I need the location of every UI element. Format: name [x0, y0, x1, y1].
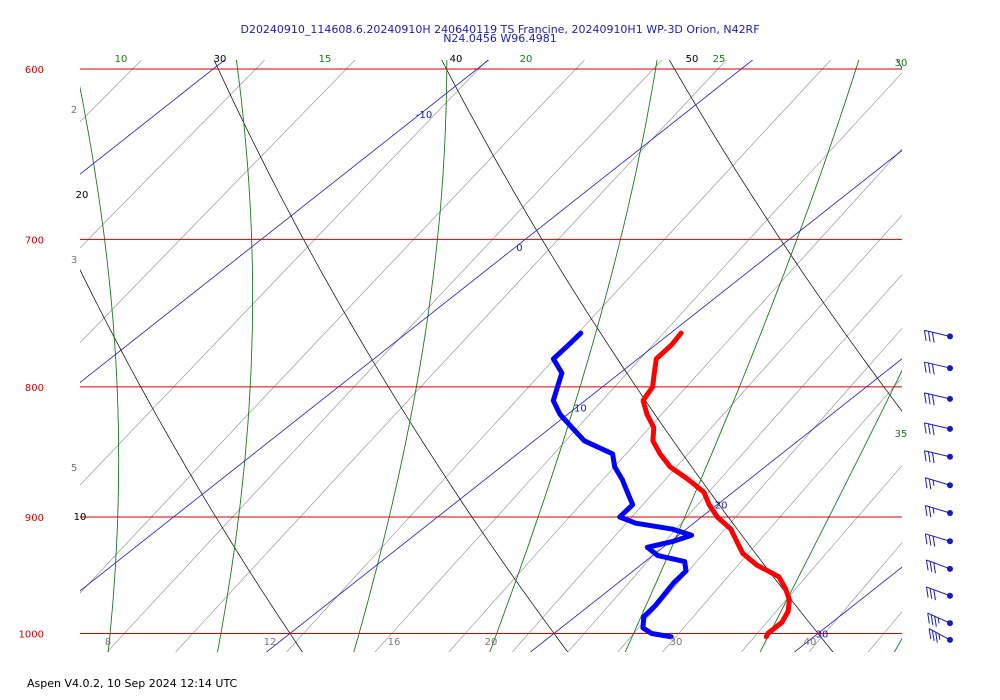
- wind-barb: [923, 450, 953, 464]
- bottom-axis-label: 40: [804, 637, 817, 648]
- temperature-trace: [640, 330, 792, 640]
- mixing-ratio-line: [80, 60, 143, 123]
- pressure-label: 800: [25, 383, 44, 394]
- mixing-ratio-line: [808, 542, 902, 652]
- dry-adiabat-line: [441, 60, 834, 652]
- chart-title-line-2: N24.0456 W96.4981: [443, 32, 557, 45]
- mixing-ratio-line: [567, 274, 902, 652]
- isotherm-line: [0, 0, 46, 698]
- wind-barb: [924, 477, 953, 490]
- wind-barb: [925, 559, 953, 574]
- pressure-label: 1000: [19, 629, 44, 640]
- dry-adiabat-label: 40: [450, 54, 463, 65]
- dry-adiabat-line: [80, 269, 303, 652]
- wind-barb: [924, 533, 953, 547]
- mixing-ratio-line: [740, 465, 902, 652]
- wind-barb: [923, 422, 953, 436]
- wind-barb: [925, 586, 953, 601]
- mixing-ratio-line: [106, 60, 663, 652]
- isotherm-label: -10: [416, 110, 432, 121]
- moist-adiabat-line: [489, 60, 658, 652]
- sounding-traces: [550, 330, 792, 640]
- moist-adiabat-line: [217, 60, 254, 652]
- mixing-ratio-line: [883, 0, 1000, 698]
- wind-barb: [927, 612, 953, 627]
- mixing-ratio-label: 3: [71, 255, 77, 266]
- moist-adiabat-line: [80, 85, 120, 652]
- bottom-axis-label: 12: [264, 637, 277, 648]
- pressure-label: 900: [25, 513, 44, 524]
- isotherm-line: [80, 60, 490, 383]
- isotherm-label: 30: [816, 629, 829, 640]
- isotherm-label: 10: [574, 403, 587, 414]
- isotherm-line: [265, 149, 902, 652]
- mixing-ratio-line: [662, 377, 902, 652]
- isobar-lines: [80, 68, 902, 634]
- dry-adiabat-label: 50: [686, 54, 699, 65]
- isotherm-line: [80, 60, 754, 592]
- mixing-ratio-line: [175, 60, 727, 652]
- mixing-ratio-line: [511, 214, 902, 652]
- bottom-axis-label: 16: [388, 637, 401, 648]
- dry-adiabat-line: [0, 0, 66, 698]
- wind-barb: [923, 329, 953, 343]
- wind-barb: [928, 628, 953, 643]
- moist-adiabat-label: 30: [895, 58, 908, 69]
- mixing-ratio-label: 2: [71, 105, 77, 116]
- dry-adiabat-line: [668, 60, 902, 412]
- mixing-ratio-label: 5: [71, 463, 77, 474]
- moist-adiabat-line: [624, 60, 860, 652]
- moist-adiabat-label: 20: [520, 54, 533, 65]
- mixing-ratio-line: [930, 0, 1000, 698]
- moist-adiabat-line: [353, 60, 448, 652]
- dry-adiabat-label: 30: [214, 54, 227, 65]
- moist-adiabat-label: 15: [319, 54, 332, 65]
- mixing-ratio-line: [374, 72, 902, 652]
- moist-adiabat-label: 25: [713, 54, 726, 65]
- isotherm-label: 20: [715, 501, 728, 512]
- dry-adiabat-label: 20: [76, 190, 89, 201]
- chart-title-line-1: D20240910_114608.6.20240910H 240640119 T…: [240, 23, 760, 36]
- isotherm-line: [793, 566, 902, 652]
- wind-barb: [923, 361, 953, 375]
- mixing-ratio-line: [448, 148, 902, 652]
- isotherm-line: [529, 358, 902, 652]
- mixing-ratio-line: [867, 611, 902, 652]
- moist-adiabat-label: 35: [895, 429, 908, 440]
- bottom-axis-label: 8: [105, 637, 111, 648]
- wind-barbs: [923, 329, 953, 643]
- moist-adiabat-label: 10: [115, 54, 128, 65]
- mixing-ratio-line: [80, 60, 266, 249]
- pressure-label: 600: [25, 65, 44, 76]
- bottom-axis-label: 20: [485, 637, 498, 648]
- dry-adiabat-label: 10: [74, 512, 87, 523]
- dewpoint-trace: [550, 330, 695, 640]
- mixing-ratio-line: [80, 60, 488, 486]
- pressure-label: 700: [25, 235, 44, 246]
- mixing-ratio-line: [80, 60, 356, 344]
- moist-adiabat-line: [759, 369, 902, 652]
- isotherm-label: 0: [516, 243, 522, 254]
- bottom-axis-label: 30: [670, 637, 683, 648]
- dry-adiabat-line: [213, 60, 569, 652]
- wind-barb: [924, 505, 953, 518]
- isotherm-line: [80, 60, 226, 175]
- wind-barb: [923, 392, 953, 406]
- mixing-ratio-line: [80, 60, 585, 594]
- mixing-ratio-line: [286, 60, 832, 652]
- footer-version-text: Aspen V4.0.2, 10 Sep 2024 12:14 UTC: [27, 677, 238, 690]
